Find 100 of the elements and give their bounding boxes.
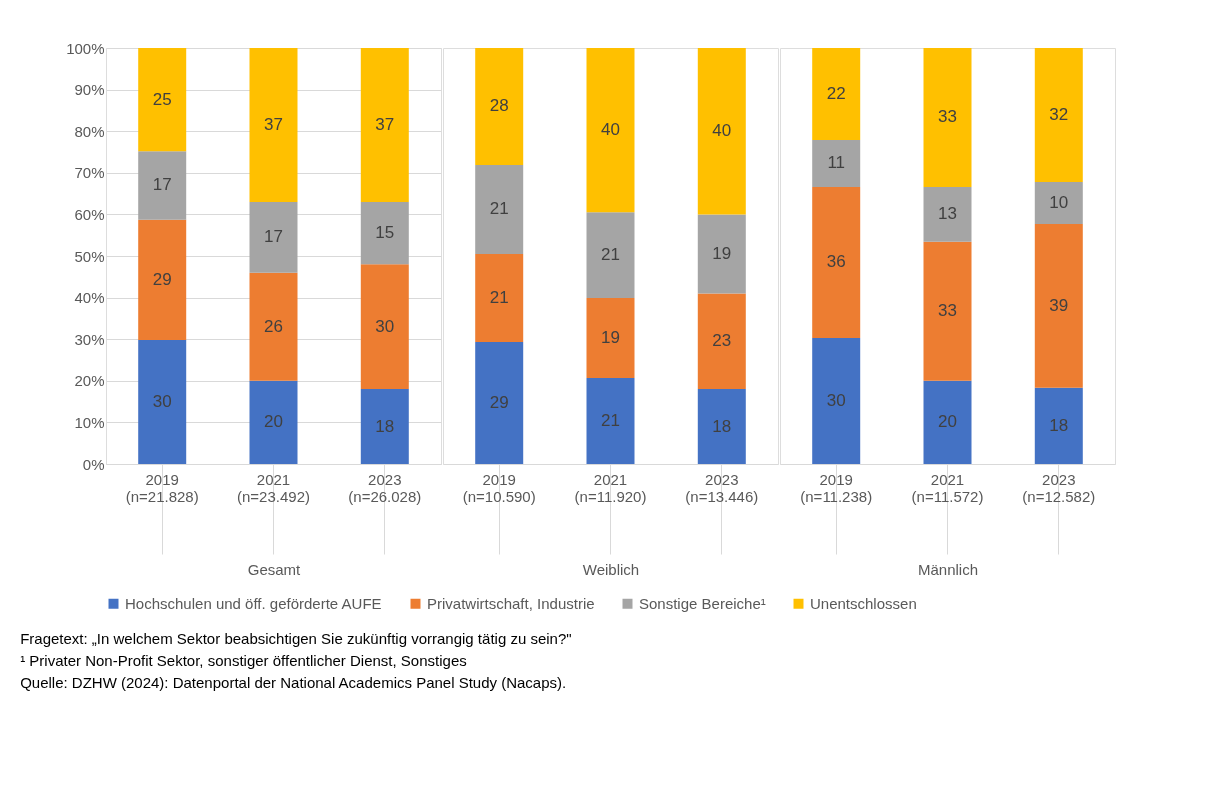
bar xyxy=(138,340,187,464)
data-label: 30 xyxy=(152,392,172,412)
data-label: 15 xyxy=(375,223,395,243)
y-tick-label: 50% xyxy=(74,247,105,265)
bar xyxy=(586,377,635,464)
bar xyxy=(697,214,746,294)
x-axis-title: Männlich xyxy=(917,561,979,578)
bar xyxy=(697,48,746,215)
data-label: 32 xyxy=(1049,104,1069,124)
legend-label: Unentschlossen xyxy=(810,594,917,612)
y-tick-label: 80% xyxy=(74,122,105,140)
x-tick-label: 2023 (n=26.028) xyxy=(348,470,422,505)
x-tick-label: 2021 (n=11.920) xyxy=(574,470,647,505)
data-label: 22 xyxy=(826,83,846,103)
data-label: 18 xyxy=(1049,415,1069,435)
text: Fragetext: „In welchem Sektor beabsichtigen Sie zukünftig vorrangig tätig zu sein?" xyxy=(20,630,572,647)
data-label: 17 xyxy=(264,227,283,247)
bar xyxy=(812,139,861,187)
x-tick-label: 2023 (n=12.582) xyxy=(1022,470,1096,505)
y-tick-label: 70% xyxy=(74,164,105,182)
data-label: 19 xyxy=(712,243,732,263)
y-tick-label: 20% xyxy=(74,372,105,390)
legend-label: Hochschulen und öff. geförderte AUFE xyxy=(125,594,382,612)
bar xyxy=(1034,223,1083,388)
bar xyxy=(475,164,524,254)
bar xyxy=(360,201,409,265)
x-axis-title: Gesamt xyxy=(247,561,302,578)
x-tick-label: 2019 (n=21.828) xyxy=(125,470,199,505)
x-tick-label: 2019 (n=10.590) xyxy=(462,470,536,505)
data-label: 21 xyxy=(489,199,509,219)
x-tick-label: 2021 (n=23.492) xyxy=(237,470,310,505)
bar xyxy=(138,151,187,220)
x-tick-label: 2023 (n=13.446) xyxy=(685,470,759,505)
data-label: 19 xyxy=(601,327,620,347)
bar xyxy=(475,48,524,165)
bar xyxy=(249,272,298,381)
text: ¹ Privater Non-Profit Sektor, sonstiger öffentlicher Dienst, Sonstiges xyxy=(20,652,467,669)
data-label: 18 xyxy=(712,416,732,436)
data-label: 26 xyxy=(264,316,283,336)
data-label: 17 xyxy=(152,175,172,195)
data-label: 10 xyxy=(1049,192,1069,212)
legend-label: Privatwirtschaft, Industrie xyxy=(427,594,595,612)
source-note: Quelle: DZHW (2024): Datenportal der National Academics Panel Study (Nacaps). xyxy=(20,674,567,691)
y-tick-label: 40% xyxy=(74,289,105,307)
bar xyxy=(475,342,524,464)
bar xyxy=(1034,48,1083,182)
x-axis-title: Weiblich xyxy=(582,561,640,578)
bar xyxy=(812,48,861,140)
bar xyxy=(1034,181,1083,224)
x-tick-label: 2021 (n=11.572) xyxy=(911,470,984,505)
data-label: 29 xyxy=(152,269,172,289)
bar xyxy=(360,264,409,390)
data-label: 25 xyxy=(152,89,172,109)
legend-label: Sonstige Bereiche¹ xyxy=(639,594,766,612)
data-label: 20 xyxy=(938,412,957,432)
data-label: 37 xyxy=(264,114,283,134)
bar xyxy=(360,48,409,202)
bar xyxy=(697,389,746,464)
data-label: 30 xyxy=(826,390,846,410)
bar xyxy=(812,337,861,464)
bar xyxy=(923,48,972,187)
data-label: 11 xyxy=(827,153,846,173)
bar xyxy=(360,389,409,464)
data-label: 18 xyxy=(375,416,395,436)
data-label: 21 xyxy=(489,288,509,308)
bar xyxy=(586,48,635,213)
bar xyxy=(586,298,635,378)
y-tick-label: 100% xyxy=(66,39,105,57)
data-label: 21 xyxy=(601,245,620,265)
data-label: 33 xyxy=(938,107,957,127)
data-label: 33 xyxy=(938,301,957,321)
data-label: 36 xyxy=(826,252,846,272)
bar xyxy=(249,48,298,202)
bar xyxy=(923,241,972,381)
bar xyxy=(923,186,972,242)
x-tick-label: 2019 (n=11.238) xyxy=(800,470,873,505)
bar xyxy=(586,212,635,299)
bar xyxy=(249,201,298,273)
data-label: 29 xyxy=(489,393,509,413)
data-label: 39 xyxy=(1049,295,1069,315)
data-label: 21 xyxy=(601,410,620,430)
data-label: 23 xyxy=(712,331,732,351)
y-tick-label: 30% xyxy=(74,330,105,348)
bar xyxy=(138,219,187,341)
y-tick-label: 60% xyxy=(74,205,105,223)
y-tick-label: 0% xyxy=(82,455,105,473)
bar xyxy=(1034,387,1083,464)
y-tick-label: 90% xyxy=(74,81,105,99)
bar xyxy=(249,380,298,464)
bar xyxy=(923,380,972,464)
bar xyxy=(138,48,187,152)
data-label: 20 xyxy=(264,412,283,432)
data-label: 30 xyxy=(375,316,395,336)
bar xyxy=(697,293,746,390)
data-label: 28 xyxy=(489,96,509,116)
bar xyxy=(812,186,861,338)
data-label: 37 xyxy=(375,114,395,134)
bar xyxy=(475,253,524,343)
data-label: 13 xyxy=(938,204,957,224)
data-label: 40 xyxy=(601,120,620,140)
